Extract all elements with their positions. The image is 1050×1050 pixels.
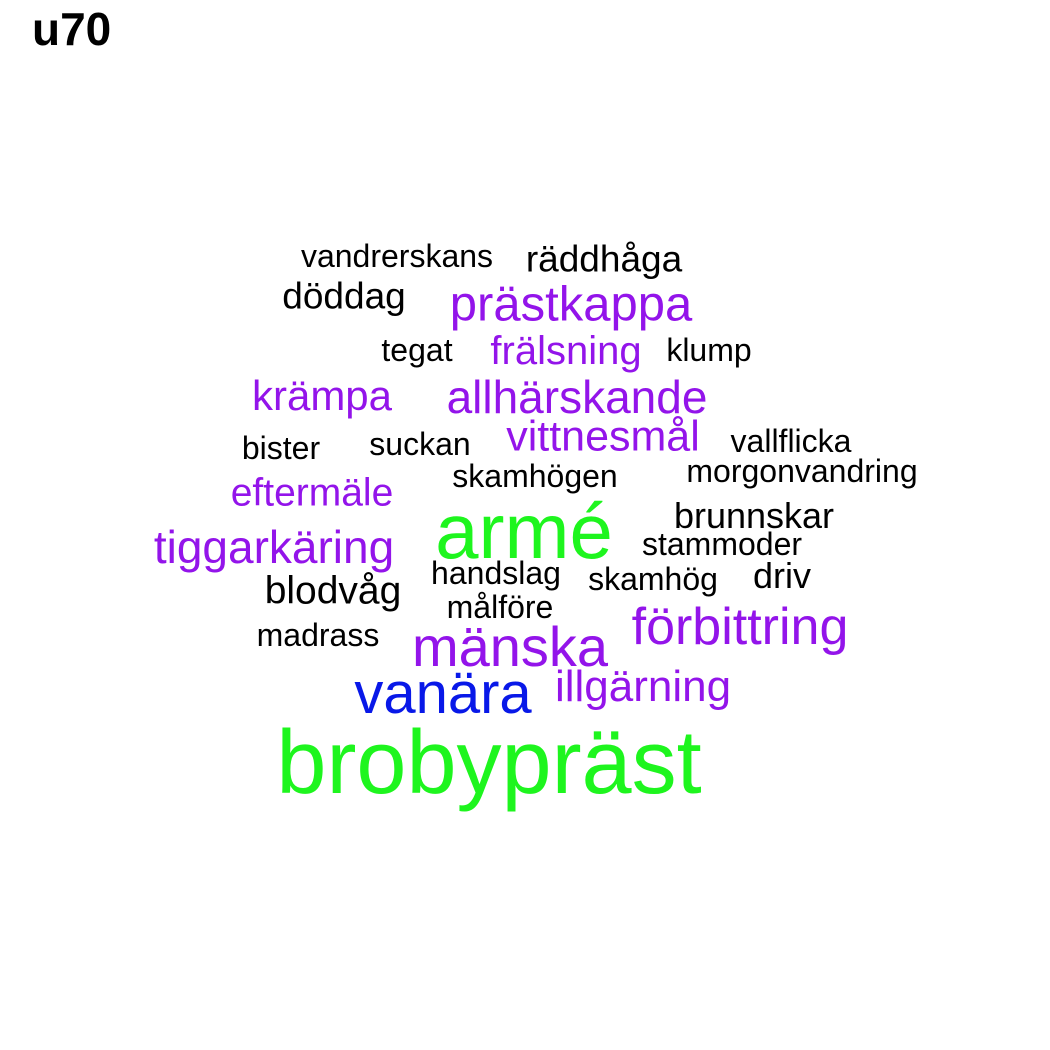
chart-title: u70 [32, 3, 112, 55]
cloud-word: suckan [369, 426, 471, 462]
cloud-word: illgärning [554, 662, 732, 711]
cloud-word: brobypräst [276, 713, 702, 813]
cloud-word: krämpa [251, 372, 393, 419]
cloud-word: döddag [282, 275, 406, 317]
cloud-word: räddhåga [525, 238, 683, 280]
cloud-word: eftermäle [230, 471, 394, 515]
cloud-word: skamhögen [452, 458, 618, 494]
cloud-word: driv [752, 555, 812, 596]
cloud-word: frälsning [490, 329, 642, 373]
cloud-word: vandrerskans [300, 238, 494, 274]
cloud-word: brunnskar [673, 495, 835, 536]
cloud-word: målföre [446, 589, 554, 625]
cloud-word: blodvåg [264, 569, 402, 613]
cloud-word: bister [241, 430, 321, 466]
cloud-word: klump [666, 332, 752, 368]
cloud-word: vanära [354, 661, 532, 726]
cloud-word: vallflicka [730, 423, 852, 459]
cloud-word: tiggarkäring [153, 521, 395, 573]
cloud-word: tegat [381, 332, 453, 368]
cloud-word: förbittring [631, 598, 849, 656]
cloud-word: morgonvandring [686, 453, 918, 489]
cloud-word: vittnesmål [506, 412, 700, 461]
cloud-word: prästkappa [449, 277, 693, 332]
cloud-word: mänska [411, 615, 609, 678]
cloud-word: madrass [256, 617, 380, 653]
cloud-word: skamhög [588, 561, 718, 597]
cloud-word: armé [435, 487, 613, 575]
cloud-word: stammoder [641, 526, 803, 562]
cloud-word: allhärskande [446, 371, 708, 423]
cloud-word: handslag [431, 555, 561, 591]
